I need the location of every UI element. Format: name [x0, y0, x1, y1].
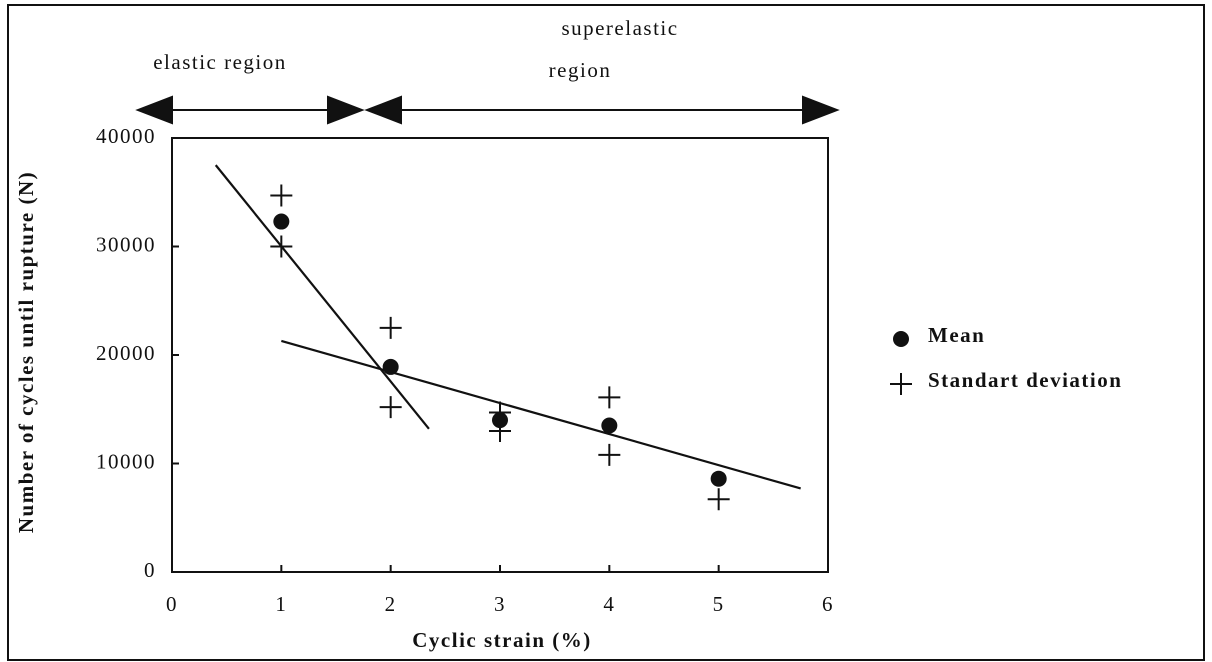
point	[270, 235, 293, 258]
point	[598, 443, 621, 466]
arrow-head	[802, 95, 840, 125]
x-axis-label: Cyclic strain (%)	[412, 628, 591, 652]
point	[273, 213, 290, 230]
y-tick-label: 30000	[96, 232, 156, 256]
y-tick-label: 0	[144, 558, 156, 582]
point	[601, 417, 618, 434]
point	[379, 316, 402, 339]
x-tick-label: 6	[822, 592, 834, 616]
legend-marker	[890, 373, 912, 395]
point	[489, 419, 511, 442]
point	[270, 184, 293, 207]
x-tick-label: 2	[385, 592, 397, 616]
fit-line	[214, 164, 430, 430]
legend-label: Mean	[928, 323, 985, 347]
point	[382, 358, 399, 375]
arrow-head	[364, 95, 402, 125]
point	[707, 488, 730, 511]
frame	[7, 4, 1205, 661]
x-tick-label: 1	[275, 592, 287, 616]
legend-marker	[893, 331, 909, 347]
y-tick-label: 10000	[96, 449, 156, 473]
x-tick-label: 0	[166, 592, 178, 616]
arrow-head	[327, 95, 365, 125]
point	[710, 470, 727, 487]
y-tick-label: 20000	[96, 341, 156, 365]
point	[598, 386, 621, 409]
point	[489, 401, 511, 424]
annotation: region	[549, 58, 612, 82]
y-tick-label: 40000	[96, 124, 156, 148]
plot-area	[171, 137, 829, 573]
legend-label: Standart deviation	[928, 368, 1122, 392]
x-tick-label: 4	[603, 592, 615, 616]
fit-line	[281, 339, 801, 490]
annotation: superelastic	[561, 16, 678, 40]
arrow-head	[135, 95, 173, 125]
x-tick-label: 5	[713, 592, 725, 616]
x-tick-label: 3	[494, 592, 506, 616]
region-arrows	[135, 95, 840, 125]
y-axis-label: Number of cycles until rupture (N)	[14, 171, 38, 533]
point	[379, 396, 402, 419]
annotation: elastic region	[153, 50, 287, 74]
